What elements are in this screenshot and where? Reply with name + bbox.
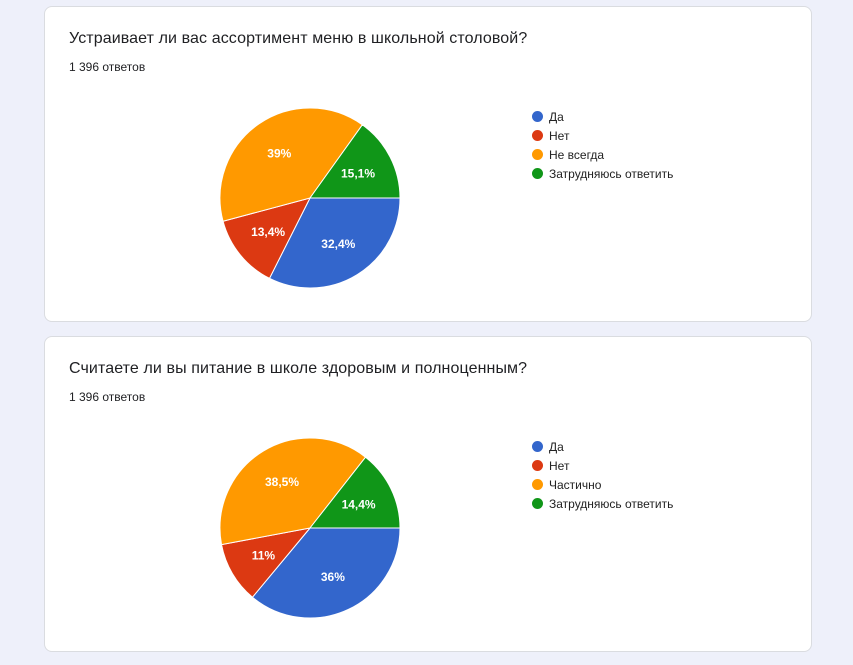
legend-item[interactable]: Нет xyxy=(532,456,673,475)
pie-slice[interactable] xyxy=(268,197,401,289)
legend-item[interactable]: Затрудняюсь ответить xyxy=(532,494,673,513)
slice-percent-label: 32,4% xyxy=(321,237,355,251)
legend-label: Частично xyxy=(549,477,602,492)
legend-label: Да xyxy=(549,439,564,454)
legend-color-dot xyxy=(532,168,543,179)
slice-percent-label: 14,4% xyxy=(342,497,376,511)
response-count: 1 396 ответов xyxy=(69,60,146,74)
legend-color-dot xyxy=(532,498,543,509)
legend-color-dot xyxy=(532,441,543,452)
slice-percent-label: 11% xyxy=(252,548,276,562)
slice-percent-label: 13,4% xyxy=(251,225,285,239)
legend-label: Нет xyxy=(549,128,570,143)
legend-label: Нет xyxy=(549,458,570,473)
pie-chart: 36% 11% 38,5% 14,4% xyxy=(219,437,401,619)
legend-label: Затрудняюсь ответить xyxy=(549,166,674,181)
pie-slice[interactable] xyxy=(308,456,401,529)
slice-percent-label: 36% xyxy=(321,570,345,584)
legend: Да Нет Не всегда Затрудняюсь ответить xyxy=(532,107,673,183)
pie-slice[interactable] xyxy=(219,107,364,222)
question-title: Устраивает ли вас ассортимент меню в шко… xyxy=(69,30,528,47)
legend-item[interactable]: Затрудняюсь ответить xyxy=(532,164,673,183)
pie-slice[interactable] xyxy=(309,124,401,199)
legend-label: Да xyxy=(549,109,564,124)
legend-item[interactable]: Не всегда xyxy=(532,145,673,164)
slice-percent-label: 15,1% xyxy=(341,166,375,180)
legend-item[interactable]: Частично xyxy=(532,475,673,494)
legend-color-dot xyxy=(532,479,543,490)
legend-item[interactable]: Да xyxy=(532,437,673,456)
legend-item[interactable]: Нет xyxy=(532,126,673,145)
legend-color-dot xyxy=(532,111,543,122)
question-title: Считаете ли вы питание в школе здоровым … xyxy=(69,360,528,377)
legend: Да Нет Частично Затрудняюсь ответить xyxy=(532,437,673,513)
question-card-2: Считаете ли вы питание в школе здоровым … xyxy=(44,336,812,652)
pie-chart: 32,4% 13,4% 39% 15,1% xyxy=(219,107,401,289)
legend-color-dot xyxy=(532,460,543,471)
legend-label: Не всегда xyxy=(549,147,605,162)
slice-percent-label: 39% xyxy=(267,147,291,161)
legend-color-dot xyxy=(532,149,543,160)
question-card-1: Устраивает ли вас ассортимент меню в шко… xyxy=(44,6,812,322)
pie-slice[interactable] xyxy=(251,527,401,619)
legend-item[interactable]: Да xyxy=(532,107,673,126)
legend-label: Затрудняюсь ответить xyxy=(549,496,674,511)
pie-slice[interactable] xyxy=(219,437,367,546)
legend-color-dot xyxy=(532,130,543,141)
response-count: 1 396 ответов xyxy=(69,390,146,404)
slice-percent-label: 38,5% xyxy=(265,475,299,489)
pie-slice[interactable] xyxy=(222,197,311,280)
